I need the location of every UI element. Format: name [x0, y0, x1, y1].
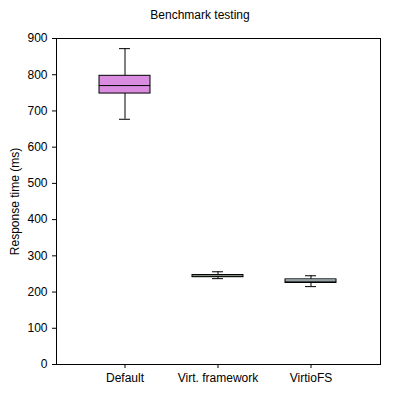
svg-text:900: 900	[27, 31, 47, 45]
svg-text:Default: Default	[106, 371, 145, 385]
svg-text:500: 500	[27, 176, 47, 190]
html-text:Benchmark testing: Benchmark testing	[150, 8, 250, 22]
svg-text:700: 700	[27, 104, 47, 118]
svg-text:600: 600	[27, 140, 47, 154]
svg-text:800: 800	[27, 68, 47, 82]
svg-text:100: 100	[27, 321, 47, 335]
svg-text:Virt. framework: Virt. framework	[178, 371, 259, 385]
svg-text:400: 400	[27, 212, 47, 226]
svg-text:200: 200	[27, 285, 47, 299]
svg-text:Response time (ms): Response time (ms)	[8, 148, 22, 255]
svg-text:0: 0	[41, 357, 48, 371]
svg-text:VirtioFS: VirtioFS	[290, 371, 332, 385]
svg-text:300: 300	[27, 249, 47, 263]
